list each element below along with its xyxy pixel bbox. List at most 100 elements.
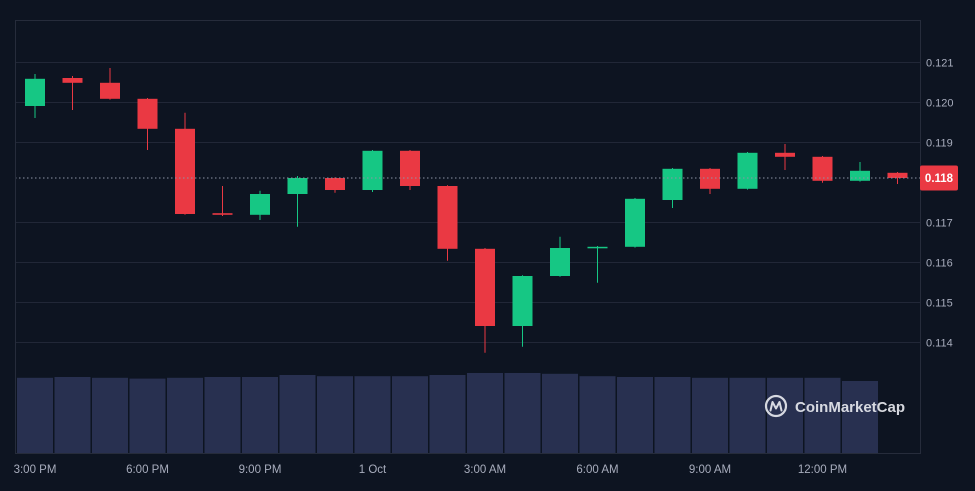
candle-body bbox=[325, 178, 345, 190]
watermark: CoinMarketCap bbox=[764, 394, 905, 418]
volume-bar bbox=[242, 377, 278, 453]
candle-body bbox=[887, 172, 908, 178]
volume-bar bbox=[804, 377, 841, 453]
candle bbox=[700, 168, 720, 194]
candle-body bbox=[250, 194, 270, 215]
candle-body bbox=[137, 98, 158, 129]
candle bbox=[175, 112, 195, 215]
current-price-badge: 0.118 bbox=[920, 165, 958, 191]
candle-body bbox=[512, 276, 533, 326]
candle-body bbox=[400, 150, 420, 186]
candle-body bbox=[100, 82, 120, 99]
candle bbox=[137, 98, 158, 150]
logo-ring bbox=[764, 394, 788, 418]
candle-body bbox=[700, 168, 720, 189]
y-tick-label: 0.121 bbox=[926, 58, 954, 70]
volume-bar bbox=[92, 377, 128, 453]
volume-bar bbox=[54, 377, 91, 453]
volume-bar bbox=[579, 376, 616, 453]
candle bbox=[737, 152, 758, 190]
candle bbox=[850, 162, 870, 182]
candle-body bbox=[662, 168, 683, 200]
candle-body bbox=[62, 78, 83, 83]
volume-bar bbox=[542, 373, 578, 453]
candle-body bbox=[587, 246, 608, 249]
y-tick-label: 0.116 bbox=[926, 258, 953, 270]
y-axis: 0.121 0.120 0.119 0.117 0.116 0.115 0.114 bbox=[926, 58, 954, 350]
candle bbox=[100, 68, 120, 100]
candle-body bbox=[25, 78, 45, 106]
current-price-badge-bg bbox=[920, 165, 958, 191]
candle-body bbox=[812, 156, 833, 181]
watermark-text: CoinMarketCap bbox=[795, 399, 905, 416]
y-tick-label: 0.119 bbox=[926, 138, 953, 150]
candle bbox=[62, 76, 83, 110]
candle-body bbox=[550, 248, 570, 276]
candle bbox=[550, 236, 570, 277]
coinmarketcap-logo-icon bbox=[764, 394, 788, 418]
y-tick-label: 0.117 bbox=[926, 218, 953, 230]
candle bbox=[25, 74, 45, 118]
plot-frame bbox=[15, 20, 921, 454]
x-tick-label: 3:00 PM bbox=[14, 464, 57, 476]
candle bbox=[475, 248, 495, 353]
candle bbox=[325, 177, 345, 193]
candle-body bbox=[737, 152, 758, 189]
candle bbox=[812, 156, 833, 183]
x-tick-label: 12:00 PM bbox=[798, 464, 847, 476]
candle bbox=[362, 150, 383, 192]
volume-bars bbox=[17, 373, 878, 453]
y-tick-label: 0.120 bbox=[926, 98, 954, 110]
x-tick-label: 1 Oct bbox=[359, 464, 387, 476]
candle-body bbox=[212, 213, 233, 215]
y-tick-label: 0.115 bbox=[926, 298, 953, 310]
volume-bar bbox=[504, 373, 541, 453]
candle bbox=[437, 185, 458, 261]
candle-body bbox=[362, 150, 383, 190]
candle-body bbox=[850, 170, 870, 181]
current-price-label: 0.118 bbox=[925, 173, 954, 185]
candles bbox=[25, 68, 908, 353]
volume-bar bbox=[392, 376, 428, 453]
volume-bar bbox=[692, 377, 728, 453]
candle-body bbox=[625, 198, 645, 247]
volume-bar bbox=[317, 376, 353, 453]
volume-bar bbox=[167, 377, 203, 453]
candle bbox=[625, 198, 645, 248]
candle-body bbox=[475, 248, 495, 326]
volume-bar bbox=[842, 381, 878, 453]
candle bbox=[775, 144, 795, 170]
volume-bar bbox=[654, 377, 691, 453]
volume-bar bbox=[279, 375, 316, 453]
candle-body bbox=[175, 128, 195, 214]
candle bbox=[400, 150, 420, 190]
x-tick-label: 3:00 AM bbox=[464, 464, 506, 476]
x-tick-label: 9:00 AM bbox=[689, 464, 731, 476]
candle bbox=[287, 176, 308, 227]
candle bbox=[662, 168, 683, 208]
volume-bar bbox=[429, 375, 466, 453]
candle bbox=[212, 186, 233, 216]
volume-bar bbox=[729, 377, 766, 453]
x-tick-label: 6:00 PM bbox=[126, 464, 169, 476]
y-tick-label: 0.114 bbox=[926, 338, 953, 350]
volume-bar bbox=[354, 376, 391, 453]
logo-wave bbox=[769, 401, 783, 412]
grid-lines bbox=[15, 62, 920, 343]
volume-bar bbox=[467, 373, 503, 453]
x-tick-label: 6:00 AM bbox=[576, 464, 618, 476]
volume-bar bbox=[17, 377, 53, 453]
volume-bar bbox=[129, 378, 166, 453]
candle bbox=[587, 246, 608, 283]
candle-body bbox=[437, 186, 458, 249]
volume-bar bbox=[617, 377, 653, 453]
candle bbox=[887, 172, 908, 184]
x-axis: 3:00 PM 6:00 PM 9:00 PM 1 Oct 3:00 AM 6:00 AM… bbox=[14, 464, 848, 476]
x-tick-label: 9:00 PM bbox=[239, 464, 282, 476]
candle bbox=[512, 275, 533, 347]
candle-body bbox=[287, 178, 308, 194]
candle bbox=[250, 190, 270, 220]
candle-body bbox=[775, 152, 795, 157]
